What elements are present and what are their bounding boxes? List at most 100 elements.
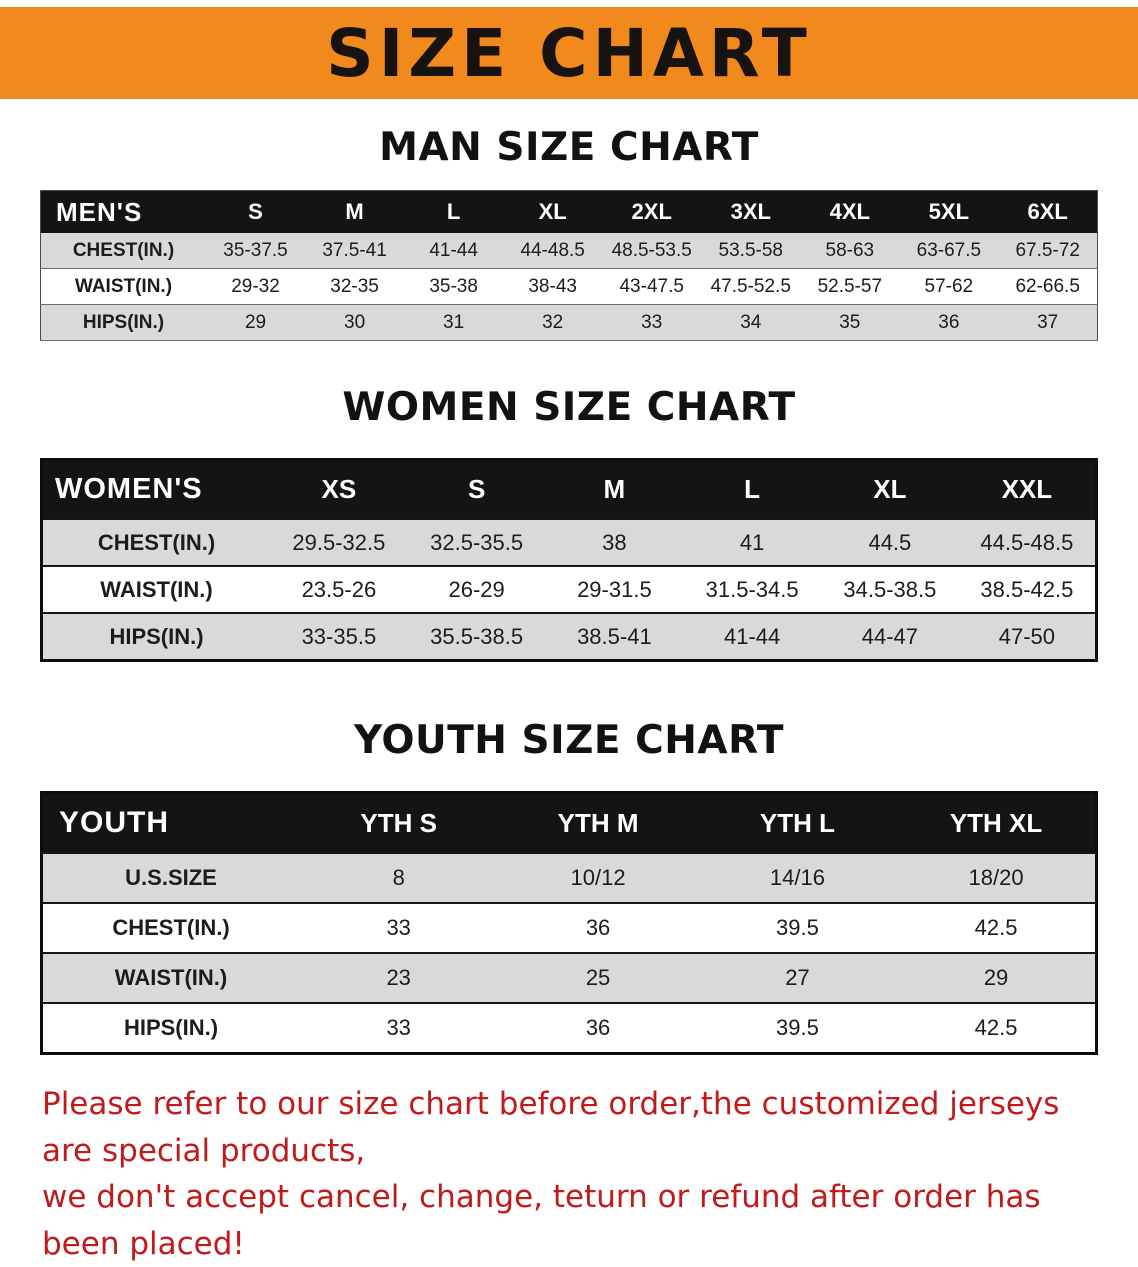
size-column-header: 6XL: [998, 190, 1098, 233]
women-table-title: WOMEN'S: [41, 459, 270, 519]
measurement-value: 31: [443, 311, 465, 333]
measurement-value: 35: [839, 311, 861, 333]
youth-size-chart-section: YOUTH SIZE CHART YOUTH YTH S YTH M YTH L YTH …: [0, 718, 1138, 1055]
size-column-header: 2XL: [602, 190, 702, 233]
measurement-value: 29: [244, 311, 267, 333]
man-size-chart-section: MAN SIZE CHART MEN'S S M L XL 2XL 3XL 4XL 5XL 6XL C…: [0, 125, 1138, 341]
measurement-value: 29: [983, 965, 1009, 990]
measurement-row: WAIST(IN.) 23.5-26 26-29 29-31.5 31.5-34.5 34…: [41, 566, 1097, 613]
measurement-label: WAIST(IN.): [114, 965, 228, 990]
measurement-value: 29.5-32.5: [292, 529, 386, 555]
measurement-value: 29-31.5: [577, 576, 652, 602]
measurement-value: 14/16: [769, 865, 825, 890]
measurement-value: 41-44: [723, 623, 781, 649]
man-table-title: MEN'S: [40, 190, 206, 233]
measurement-value: 39.5: [776, 1015, 819, 1040]
measurement-value: 47-50: [998, 623, 1056, 649]
man-size-table: MEN'S S M L XL 2XL 3XL 4XL 5XL 6XL CHEST(IN.) 35-37…: [40, 190, 1098, 341]
size-column-header: S: [206, 190, 306, 233]
measurement-value: 44-47: [861, 623, 919, 649]
measurement-row: CHEST(IN.) 33 36 39.5 42.5: [41, 903, 1097, 953]
measurement-label: CHEST(IN.): [72, 239, 175, 261]
size-column-header: XL: [821, 459, 959, 519]
measurement-value: 44-48.5: [520, 239, 585, 261]
size-column-header: S: [407, 459, 546, 519]
measurement-row: CHEST(IN.) 29.5-32.5 32.5-35.5 38 41 44.5 44.5…: [41, 519, 1097, 566]
measurement-label: CHEST(IN.): [112, 915, 230, 940]
disclaimer-line-1: Please refer to our size chart before or…: [42, 1086, 1060, 1169]
measurement-value: 32: [542, 311, 564, 333]
measurement-value: 42.5: [974, 1015, 1018, 1040]
youth-section-heading: YOUTH SIZE CHART: [354, 718, 784, 763]
measurement-value: 38: [602, 529, 627, 555]
size-column-header: L: [404, 190, 504, 233]
size-column-header: YTH L: [697, 792, 898, 853]
measurement-value: 38.5-41: [577, 623, 652, 649]
measurement-value: 36: [938, 311, 960, 333]
youth-size-table: YOUTH YTH S YTH M YTH L YTH XL U.S.SIZE 8 10/12…: [40, 791, 1098, 1055]
measurement-value: 36: [585, 915, 611, 940]
size-column-header: YTH M: [498, 792, 698, 853]
measurement-value: 36: [585, 1015, 611, 1040]
charts-container: MAN SIZE CHART MEN'S S M L XL 2XL 3XL 4XL 5XL 6XL C…: [0, 125, 1138, 1055]
size-column-header: YTH S: [299, 792, 499, 853]
measurement-value: 39.5: [776, 915, 819, 940]
size-column-header: XS: [270, 459, 408, 519]
measurement-value: 18/20: [968, 865, 1024, 890]
measurement-value: 43-47.5: [619, 275, 684, 297]
measurement-row: HIPS(IN.) 29 30 31 32 33 34 35 36 37: [40, 304, 1098, 341]
youth-table-title: YOUTH: [41, 792, 299, 853]
measurement-value: 44.5: [868, 529, 912, 555]
size-column-header: XL: [503, 190, 603, 233]
header-row: YOUTH YTH S YTH M YTH L YTH XL: [41, 792, 1097, 853]
measurement-row: WAIST(IN.) 23 25 27 29: [41, 953, 1097, 1003]
measurement-row: U.S.SIZE 8 10/12 14/16 18/20: [41, 853, 1097, 903]
measurement-value: 57-62: [924, 275, 974, 297]
size-column-header: YTH XL: [897, 792, 1097, 853]
measurement-value: 23: [386, 965, 411, 990]
measurement-value: 34.5-38.5: [843, 576, 937, 602]
measurement-value: 42.5: [974, 915, 1018, 940]
measurement-value: 34: [740, 311, 762, 333]
measurement-label: HIPS(IN.): [123, 1015, 219, 1040]
measurement-value: 23.5-26: [301, 576, 377, 602]
measurement-value: 44.5-48.5: [980, 529, 1074, 555]
measurement-value: 35.5-38.5: [430, 623, 524, 649]
measurement-value: 41: [739, 529, 765, 555]
size-column-header: M: [545, 459, 684, 519]
header-row: WOMEN'S XS S M L XL XXL: [41, 459, 1097, 519]
measurement-value: 32.5-35.5: [430, 529, 524, 555]
measurement-value: 33: [386, 915, 411, 940]
measurement-value: 47.5-52.5: [710, 275, 791, 297]
size-column-header: 3XL: [701, 190, 801, 233]
measurement-value: 53.5-58: [718, 239, 783, 261]
measurement-row: HIPS(IN.) 33 36 39.5 42.5: [41, 1003, 1097, 1054]
measurement-value: 35-37.5: [223, 239, 288, 261]
size-chart-page: { "page": { "title": "SIZE CHART" }, "co…: [0, 7, 1138, 1262]
measurement-value: 52.5-57: [817, 275, 883, 297]
measurement-value: 35-38: [429, 275, 478, 297]
size-column-header: M: [305, 190, 405, 233]
measurement-row: CHEST(IN.) 35-37.5 37.5-41 41-44 44-48.5 48.5…: [40, 233, 1098, 269]
measurement-value: 48.5-53.5: [611, 239, 692, 261]
measurement-value: 10/12: [570, 865, 626, 890]
measurement-row: HIPS(IN.) 33-35.5 35.5-38.5 38.5-41 41-44 44-…: [41, 613, 1097, 661]
measurement-value: 37: [1037, 311, 1059, 333]
measurement-value: 38-43: [528, 275, 577, 297]
disclaimer-note: Please refer to our size chart before or…: [42, 1081, 1096, 1267]
measurement-value: 33-35.5: [301, 623, 377, 649]
measurement-row: WAIST(IN.) 29-32 32-35 35-38 38-43 43-47.5 47.…: [40, 268, 1098, 305]
measurement-label: CHEST(IN.): [97, 529, 216, 555]
measurement-value: 29-32: [231, 275, 280, 297]
women-size-chart-section: WOMEN SIZE CHART WOMEN'S XS S M L XL XXL CHEST(I…: [0, 385, 1138, 662]
measurement-value: 58-63: [825, 239, 875, 261]
measurement-value: 26-29: [448, 576, 505, 602]
measurement-label: HIPS(IN.): [82, 311, 165, 333]
measurement-value: 33: [386, 1015, 411, 1040]
measurement-value: 32-35: [330, 275, 379, 297]
size-column-header: L: [683, 459, 821, 519]
size-column-header: 5XL: [899, 190, 999, 233]
size-column-header: XXL: [958, 459, 1097, 519]
women-size-table: WOMEN'S XS S M L XL XXL CHEST(IN.) 29.5-32.5 32.5…: [40, 458, 1098, 662]
measurement-label: WAIST(IN.): [74, 275, 173, 297]
